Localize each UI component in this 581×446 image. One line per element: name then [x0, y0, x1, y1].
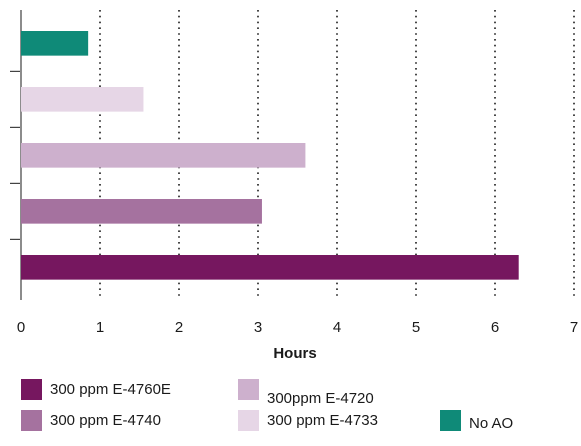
bar-300-ppm-e-4760e [21, 255, 519, 280]
bars [21, 31, 519, 280]
x-tick-label: 3 [254, 319, 262, 336]
bar-300-ppm-e-4740 [21, 199, 262, 224]
bar-300ppm-e-4720 [21, 143, 306, 168]
x-tick-label: 6 [491, 319, 499, 336]
x-tick-label: 7 [570, 319, 578, 336]
x-tick-labels: 0 1 2 3 4 5 6 7 [17, 319, 578, 336]
bar-300-ppm-e-4733 [21, 87, 144, 112]
x-tick-label: 1 [96, 319, 104, 336]
bar-no-ao [21, 31, 89, 56]
x-tick-label: 2 [175, 319, 183, 336]
x-tick-label: 0 [17, 319, 25, 336]
x-tick-label: 4 [333, 319, 341, 336]
y-axis [10, 10, 22, 300]
x-tick-label: 5 [412, 319, 420, 336]
x-axis-title: Hours [273, 345, 316, 362]
